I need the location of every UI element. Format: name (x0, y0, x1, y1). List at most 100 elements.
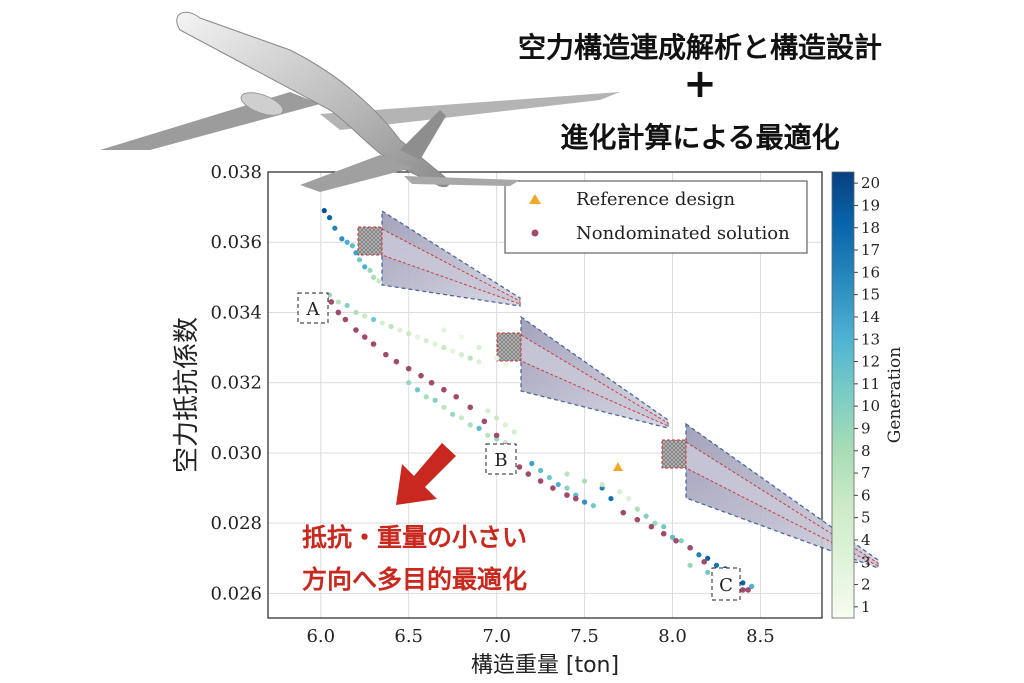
nondominated-point (481, 418, 488, 425)
population-point (669, 534, 676, 540)
y-tick-label: 0.028 (210, 513, 262, 534)
colorbar-tick-label: 15 (861, 286, 880, 304)
x-axis-label: 構造重量 [ton] (471, 653, 619, 678)
population-points (321, 208, 755, 589)
population-point (397, 327, 403, 333)
population-point (335, 299, 341, 305)
colorbar-tick-label: 13 (861, 330, 880, 348)
colorbar-gradient (831, 171, 855, 619)
population-point (370, 274, 377, 280)
population-point (441, 344, 447, 351)
title-plus: + (683, 61, 717, 107)
population-point (538, 467, 544, 474)
annotation-line1: 抵抗・重量の小さい (302, 523, 527, 552)
population-point (326, 215, 333, 221)
reference-design-marker (612, 461, 623, 471)
population-point (458, 415, 465, 421)
population-point (502, 362, 509, 368)
nondominated-point (418, 372, 424, 379)
legend-circle-icon (531, 229, 539, 237)
x-tick-label: 6.5 (394, 626, 423, 647)
y-axis-label: 空力抵抗係数 (172, 317, 202, 473)
annotation-line2: 方向へ多目的最適化 (302, 565, 527, 594)
nondominated-point (342, 316, 349, 323)
population-point (423, 337, 429, 344)
colorbar-tick-label: 2 (861, 576, 871, 594)
wing-planform-1 (357, 209, 521, 307)
population-point (467, 355, 473, 361)
colorbar-tick-label: 3 (861, 553, 871, 571)
y-tick-label: 0.036 (210, 232, 262, 253)
colorbar-tick-label: 20 (861, 174, 880, 192)
population-point (599, 481, 605, 488)
population-point (321, 208, 327, 214)
population-point (696, 552, 702, 558)
colorbar-tick-label: 12 (861, 353, 880, 371)
population-point (749, 583, 755, 589)
population-point (494, 355, 500, 361)
y-tick-label: 0.034 (210, 302, 262, 323)
population-point (406, 380, 412, 386)
nondominated-point (572, 495, 579, 502)
nondominated-point (361, 334, 368, 340)
population-point (590, 503, 596, 509)
population-point (529, 460, 535, 467)
nondominated-point (353, 327, 359, 333)
population-point (353, 250, 359, 256)
population-point (376, 278, 382, 284)
population-point (643, 513, 649, 519)
population-point (450, 411, 456, 417)
colorbar-tick-label: 16 (861, 263, 880, 281)
nondominated-point (660, 530, 667, 537)
population-point (349, 243, 356, 249)
nondominated-point (537, 478, 544, 484)
colorbar-tick-label: 1 (861, 598, 871, 616)
population-point (705, 569, 711, 575)
colorbar-tick-label: 6 (861, 486, 871, 504)
wing-planform-overlays (357, 209, 879, 569)
population-point (485, 408, 491, 414)
colorbar-tick-label: 19 (861, 196, 880, 214)
legend-reference: Reference design (576, 189, 736, 210)
wing-planform-3 (661, 422, 879, 569)
nondominated-point (328, 299, 335, 305)
colorbar-tick-label: 8 (861, 442, 871, 460)
nondominated-point (550, 485, 556, 491)
y-tick-label: 0.026 (210, 583, 262, 604)
label-box-A: A (297, 292, 329, 324)
population-point (652, 520, 658, 526)
label-C: C (719, 575, 733, 596)
population-point (332, 225, 338, 231)
nondominated-point (634, 516, 641, 523)
population-point (414, 387, 421, 393)
colorbar-tick-label: 11 (861, 375, 880, 393)
nondominated-point (740, 587, 746, 593)
population-point (450, 348, 456, 354)
population-point (494, 415, 500, 421)
population-point (581, 499, 588, 505)
population-point (458, 334, 465, 340)
x-tick-label: 6.0 (306, 626, 335, 647)
colorbar-tick-label: 9 (861, 419, 871, 437)
colorbar-label: Generation (885, 347, 905, 443)
nondominated-point (441, 386, 447, 393)
nondominated-point (687, 544, 693, 551)
population-point (339, 236, 345, 242)
population-point (625, 495, 632, 502)
nondominated-point (370, 341, 377, 347)
population-point (476, 425, 482, 431)
plot-frame (267, 171, 823, 619)
nondominated-point (620, 509, 627, 516)
population-point (476, 359, 482, 365)
nondominated-point (393, 358, 400, 365)
x-tick-label: 8.5 (746, 626, 775, 647)
colorbar-tick-label: 10 (861, 397, 880, 415)
population-point (634, 506, 640, 512)
x-tick-label: 7.0 (482, 626, 511, 647)
population-point (441, 327, 447, 333)
population-point (608, 495, 614, 502)
nondominated-point (467, 404, 474, 411)
colorbar-tick-label: 5 (861, 509, 871, 527)
